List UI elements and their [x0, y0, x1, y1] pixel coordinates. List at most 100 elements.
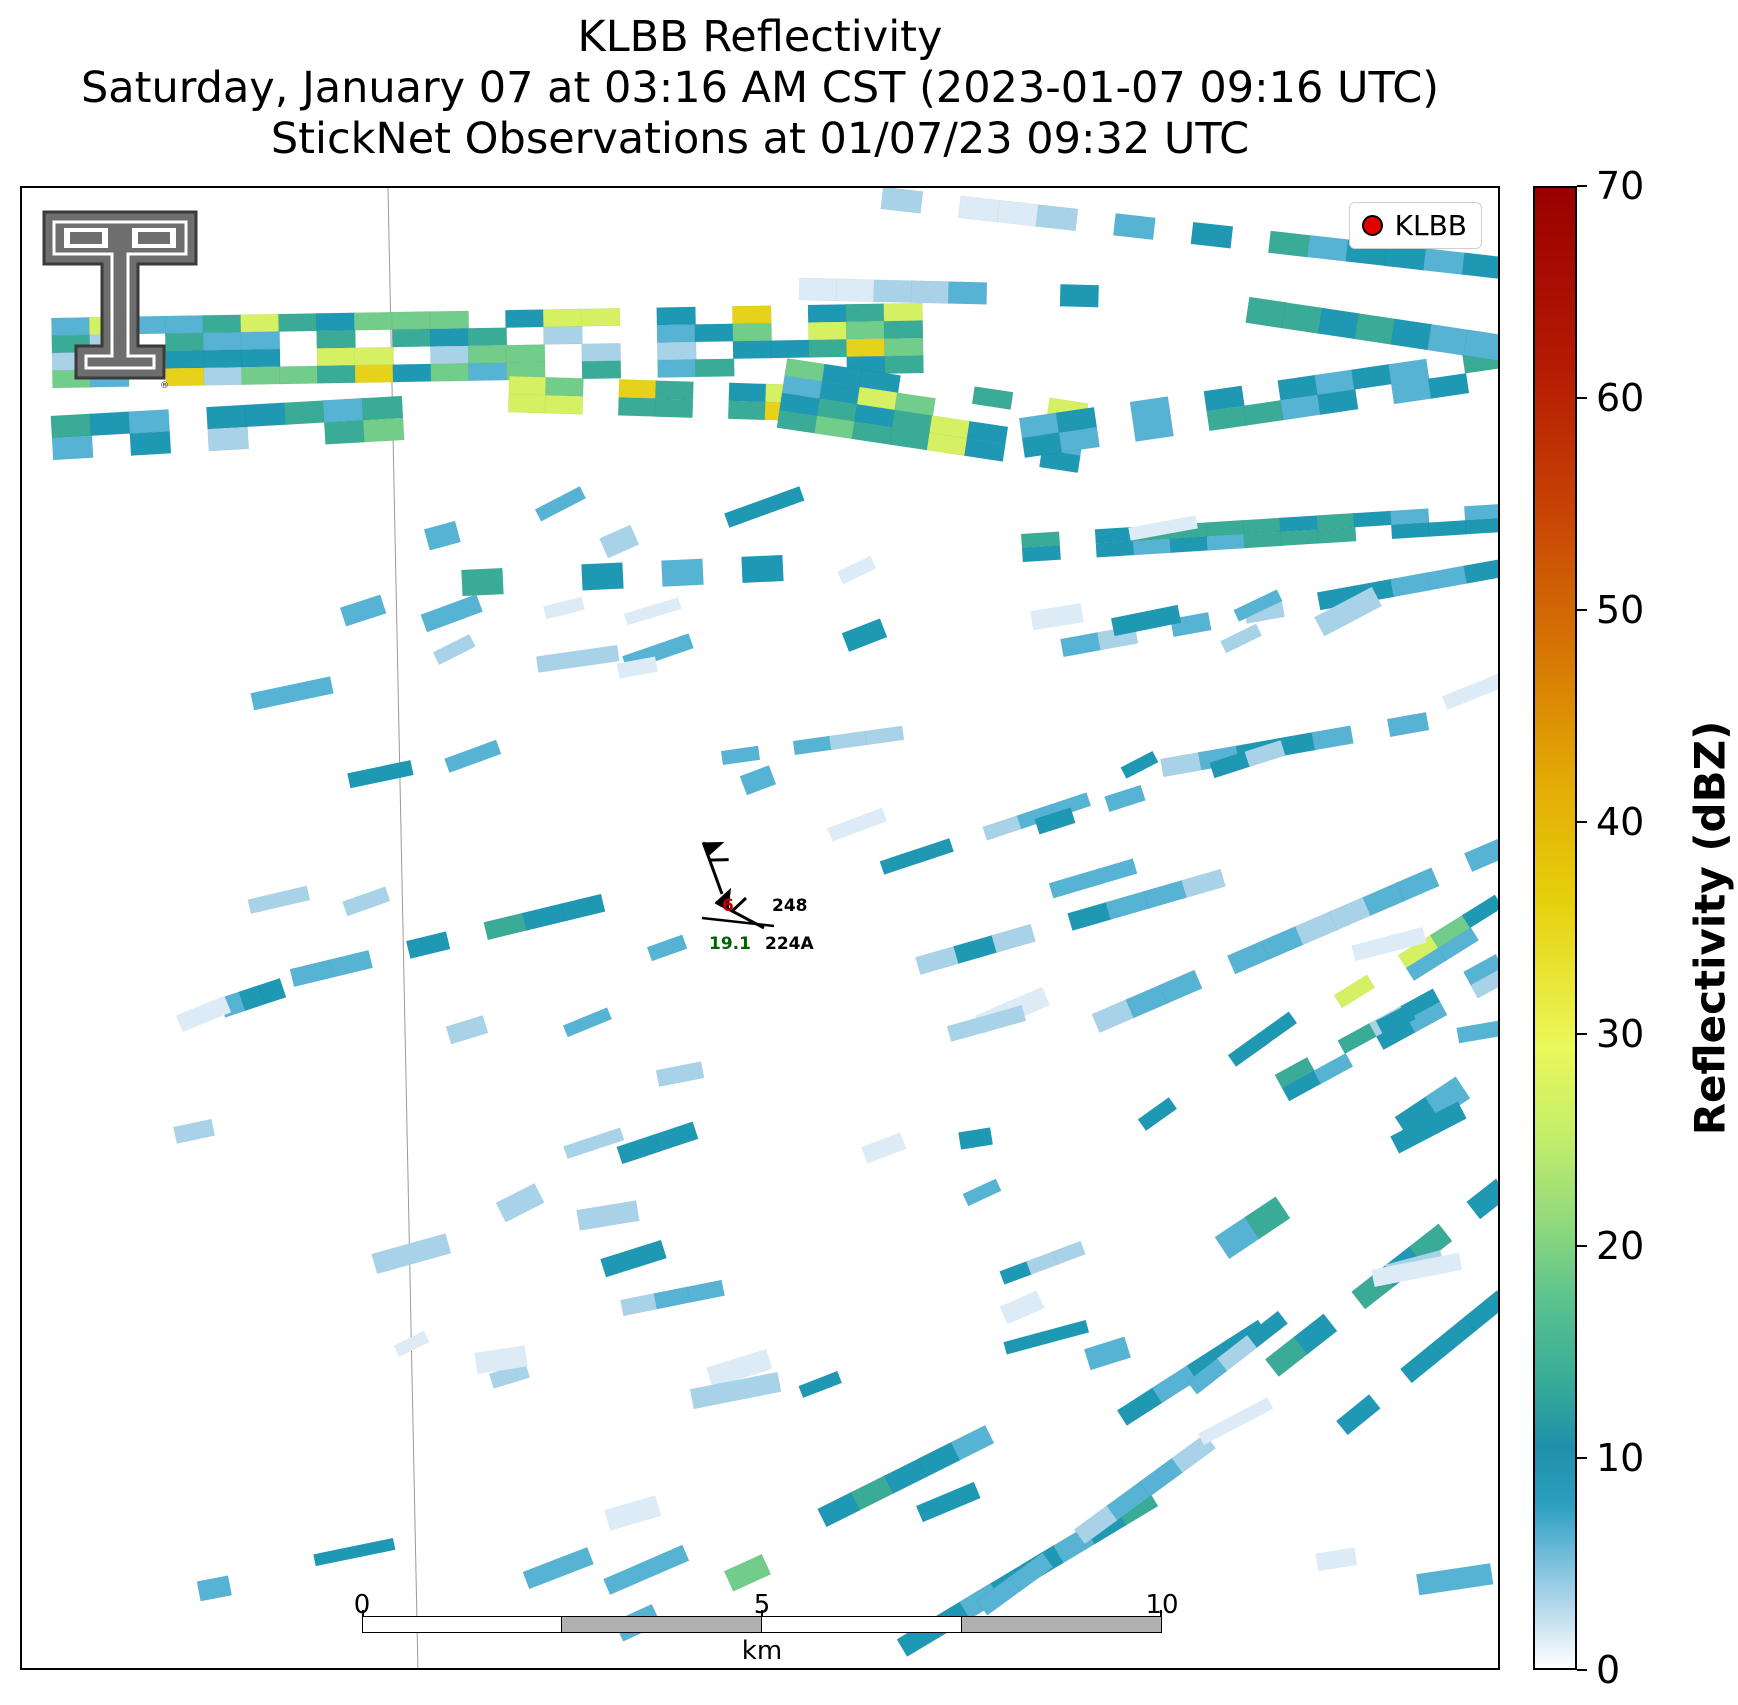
reflectivity-gate	[1456, 1018, 1498, 1044]
reflectivity-gate	[247, 885, 311, 914]
reflectivity-gate	[576, 1200, 640, 1231]
double-t-logo-icon: ®	[40, 206, 200, 395]
reflectivity-gate	[1034, 807, 1076, 835]
reflectivity-gate	[873, 279, 913, 303]
reflectivity-gate	[176, 995, 232, 1032]
scale-segment	[362, 1616, 562, 1633]
reflectivity-gate	[316, 329, 356, 349]
reflectivity-gate	[1407, 1001, 1448, 1033]
reflectivity-gate	[1441, 670, 1498, 710]
reflectivity-gate	[654, 398, 694, 419]
reflectivity-gate	[581, 342, 622, 362]
reflectivity-gate	[728, 382, 768, 403]
reflectivity-gate	[792, 735, 833, 756]
reflectivity-gate	[173, 1119, 215, 1144]
reflectivity-gate	[999, 1290, 1045, 1325]
reflectivity-gate	[1354, 313, 1397, 346]
scale-unit: km	[741, 1636, 783, 1666]
scale-tick-5: 5	[753, 1590, 771, 1620]
reflectivity-gate	[1461, 894, 1498, 929]
reflectivity-gate	[1386, 711, 1430, 738]
reflectivity-gate	[884, 355, 924, 374]
scale-tick-10: 10	[1145, 1590, 1179, 1620]
reflectivity-gate	[1242, 517, 1282, 535]
reflectivity-gate	[837, 555, 877, 585]
reflectivity-gate	[328, 949, 374, 978]
title-observations: StickNet Observations at 01/07/23 09:32 …	[270, 114, 1250, 164]
reflectivity-gate	[1281, 302, 1324, 335]
reflectivity-gate	[1094, 526, 1135, 544]
reflectivity-gate	[1312, 1052, 1354, 1085]
reflectivity-gate	[1306, 234, 1350, 262]
reflectivity-gate	[1137, 1096, 1178, 1132]
reflectivity-gate	[1437, 927, 1480, 962]
reflectivity-gate	[798, 1370, 842, 1398]
reflectivity-gate	[694, 323, 735, 343]
reflectivity-gate	[315, 312, 356, 332]
reflectivity-gate	[202, 349, 243, 369]
colorbar-tick-mark	[1577, 1245, 1587, 1247]
colorbar-tick-label: 10	[1596, 1436, 1645, 1480]
reflectivity-gate	[1351, 927, 1427, 962]
reflectivity-gate	[354, 364, 395, 384]
reflectivity-gate	[1375, 1004, 1416, 1036]
reflectivity-gate	[724, 486, 805, 528]
reflectivity-gate	[202, 314, 243, 334]
reflectivity-gate	[1463, 1289, 1498, 1332]
reflectivity-gate	[1233, 589, 1283, 622]
reflectivity-gate	[563, 1127, 625, 1159]
reflectivity-gate	[432, 634, 476, 665]
scale-segment	[761, 1616, 962, 1633]
reflectivity-gate	[732, 340, 773, 360]
reflectivity-gate	[1035, 204, 1079, 232]
reflectivity-gate	[1132, 415, 1174, 442]
reflectivity-gate	[880, 188, 924, 214]
reflectivity-gate	[1463, 837, 1498, 873]
colorbar-tick-label: 60	[1596, 376, 1645, 420]
legend-label: KLBB	[1394, 209, 1467, 242]
reflectivity-gate	[1427, 519, 1468, 537]
colorbar-tick-mark	[1577, 1669, 1587, 1671]
reflectivity-gate	[283, 400, 326, 426]
reflectivity-gate	[347, 760, 414, 789]
reflectivity-gate	[1058, 426, 1101, 453]
reflectivity-gate	[739, 765, 777, 796]
reflectivity-gate	[1371, 1252, 1463, 1287]
wind-barb-icon	[701, 841, 729, 895]
reflectivity-gate	[946, 1005, 1027, 1042]
reflectivity-gate	[1335, 1393, 1381, 1436]
title-radar: KLBB Reflectivity	[577, 12, 943, 62]
reflectivity-gate	[505, 344, 546, 364]
reflectivity-gate	[240, 313, 280, 333]
reflectivity-gate	[1317, 389, 1359, 416]
colorbar-tick-label: 20	[1596, 1224, 1645, 1268]
reflectivity-gate	[841, 618, 888, 652]
reflectivity-gate	[1293, 1313, 1338, 1355]
reflectivity-gate	[916, 1481, 981, 1523]
reflectivity-gate	[1463, 503, 1498, 521]
colorbar-tick-label: 50	[1596, 588, 1645, 632]
reflectivity-gate	[1067, 901, 1112, 932]
reflectivity-gate	[1267, 230, 1311, 258]
reflectivity-gate	[599, 524, 640, 559]
colorbar-tick-label: 30	[1596, 1012, 1645, 1056]
reflectivity-gate	[1390, 1101, 1467, 1154]
reflectivity-gate	[1390, 571, 1432, 598]
reflectivity-gate	[1463, 558, 1498, 584]
reflectivity-gate	[361, 395, 404, 421]
reflectivity-gate	[1038, 449, 1081, 474]
wind-barb-icon	[701, 916, 775, 928]
reflectivity-gate	[879, 849, 920, 876]
reflectivity-gate	[560, 893, 606, 922]
scale-bar: 0 5 10 km	[354, 1590, 1179, 1666]
reflectivity-gate	[128, 409, 171, 434]
reflectivity-gate	[461, 567, 504, 597]
reflectivity-gate	[732, 322, 772, 342]
reflectivity-gate	[1243, 531, 1283, 549]
reflectivity-gate	[603, 1544, 690, 1595]
reflectivity-gate	[206, 404, 248, 430]
reflectivity-gate	[468, 362, 508, 382]
radar-map[interactable]: ® KLBB 6 248 19.1 224A 0 5 10 km	[20, 186, 1500, 1670]
reflectivity-gate	[1422, 248, 1466, 276]
colorbar-tick-mark	[1577, 185, 1587, 187]
